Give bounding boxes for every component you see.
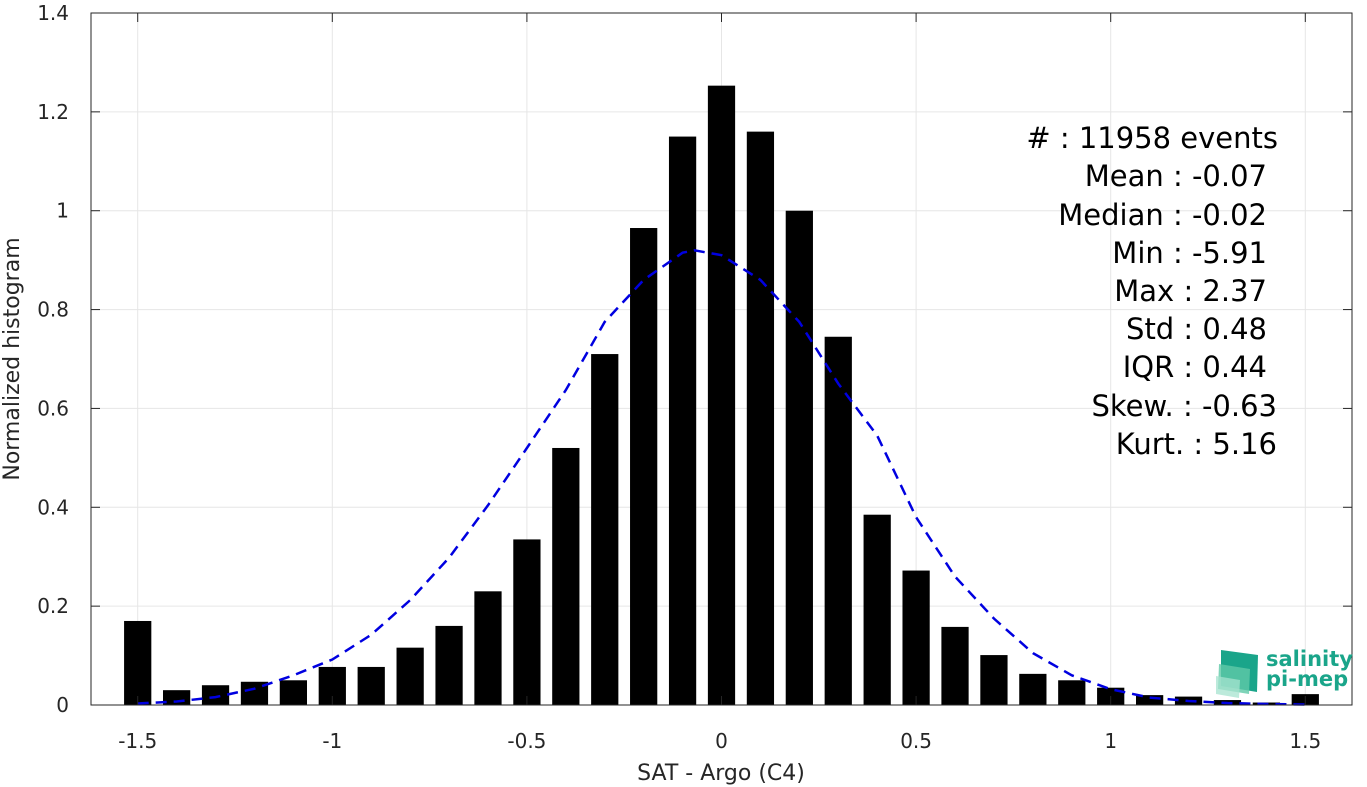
stat-kurt: Kurt. : 5.16 — [1116, 427, 1277, 461]
histogram-bar — [785, 210, 813, 705]
x-axis-ticks: -1.5 -1 -0.5 0 0.5 1 1.5 — [118, 13, 1321, 753]
histogram-bar — [902, 570, 930, 705]
stat-iqr: IQR : 0.44 — [1123, 350, 1267, 384]
histogram-bar — [279, 680, 308, 705]
logo-mark-icon — [1216, 650, 1258, 698]
x-tick-label: -1.5 — [118, 729, 157, 753]
x-tick-label: -1 — [322, 729, 342, 753]
histogram-bar — [630, 228, 658, 705]
x-tick-label: 0.5 — [900, 729, 932, 753]
x-tick-label: 1.5 — [1289, 729, 1321, 753]
x-tick-label: 1 — [1104, 729, 1117, 753]
y-tick-label: 1 — [56, 199, 69, 223]
histogram-bar — [863, 514, 891, 705]
stat-skew: Skew. : -0.63 — [1091, 389, 1277, 423]
y-tick-label: 0 — [56, 693, 69, 717]
y-axis-ticks: 0 0.2 0.4 0.6 0.8 1 1.2 1.4 — [37, 1, 1352, 717]
histogram-bar — [1019, 673, 1047, 705]
histogram-bar — [980, 655, 1008, 705]
stat-mean: Mean : -0.07 — [1085, 159, 1267, 193]
histogram-bar — [941, 626, 969, 705]
histogram-bar — [513, 539, 541, 705]
bars — [124, 85, 1319, 706]
histogram-bar — [201, 685, 230, 705]
stat-max: Max : 2.37 — [1114, 274, 1267, 308]
logo-line-2: pi-mep — [1266, 667, 1348, 691]
x-tick-label: -0.5 — [507, 729, 546, 753]
histogram-bar — [668, 136, 697, 706]
x-tick-label: 0 — [715, 729, 728, 753]
logo-line-1: salinity — [1266, 647, 1353, 671]
normal-fit-curve — [137, 249, 1306, 706]
histogram-bar — [124, 620, 152, 705]
histogram-bar — [240, 681, 269, 705]
histogram-bar — [163, 690, 191, 705]
stat-std: Std : 0.48 — [1126, 312, 1267, 346]
histogram-bar — [591, 354, 619, 705]
y-tick-label: 0.6 — [37, 396, 69, 420]
histogram-bar — [707, 85, 736, 705]
histogram-bar — [474, 591, 502, 705]
statistics-annotation: # : 11958 events Mean : -0.07 Median : -… — [1026, 121, 1278, 461]
y-tick-label: 1.2 — [37, 100, 69, 124]
x-axis-title: SAT - Argo (C4) — [637, 761, 805, 786]
y-tick-label: 1.4 — [37, 1, 69, 25]
histogram-bar — [357, 666, 385, 705]
y-axis-title: Normalized histogram — [0, 237, 25, 480]
histogram-bar — [1058, 680, 1086, 705]
salinity-pi-mep-logo: salinity pi-mep — [1216, 647, 1353, 698]
y-tick-label: 0.8 — [37, 298, 69, 322]
histogram-bar — [824, 336, 852, 705]
histogram-bar — [396, 647, 424, 705]
histogram-bar — [552, 447, 580, 705]
y-tick-label: 0.2 — [37, 594, 69, 618]
stat-min: Min : -5.91 — [1112, 236, 1267, 270]
histogram-bar — [746, 131, 775, 706]
stat-median: Median : -0.02 — [1058, 198, 1267, 232]
y-tick-label: 0.4 — [37, 495, 69, 519]
histogram-bar — [435, 625, 463, 705]
stat-events: # : 11958 events — [1026, 121, 1278, 155]
histogram-bar — [1135, 695, 1164, 705]
